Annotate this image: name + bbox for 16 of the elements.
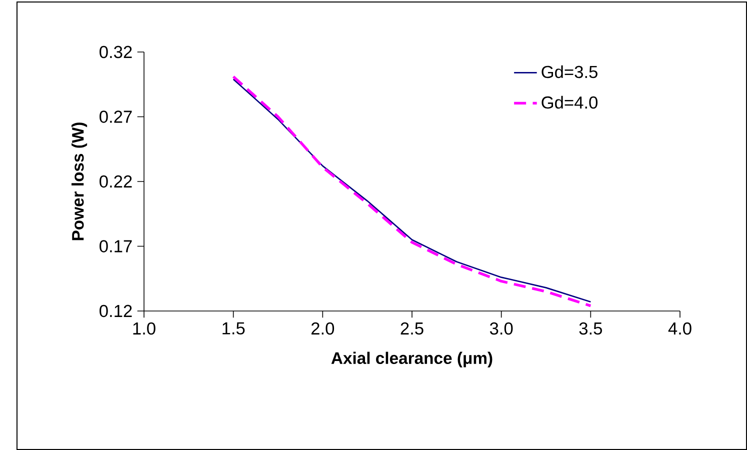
x-tick-label: 1.5 <box>222 322 245 334</box>
x-axis-title: Axial clearance (μm) <box>331 352 492 368</box>
x-tick-label: 2.5 <box>400 322 424 335</box>
legend-label: Gd=3.5 <box>542 65 598 78</box>
y-tick-label: 0.22 <box>100 175 132 188</box>
y-tick-label: 0.17 <box>100 240 132 252</box>
y-tick-label: 0.32 <box>100 46 132 58</box>
y-tick-label: 0.27 <box>100 110 132 123</box>
x-tick-label: 3.0 <box>490 322 513 335</box>
y-axis-title: Power loss (W) <box>72 122 88 240</box>
y-tick-label: 0.12 <box>100 304 132 318</box>
legend-label: Gd=4.0 <box>542 96 598 109</box>
x-tick-label: 4.0 <box>668 322 692 335</box>
x-tick-label: 3.5 <box>579 322 602 335</box>
x-tick-label: 1.0 <box>133 322 156 335</box>
x-tick-label: 2.0 <box>312 322 334 335</box>
